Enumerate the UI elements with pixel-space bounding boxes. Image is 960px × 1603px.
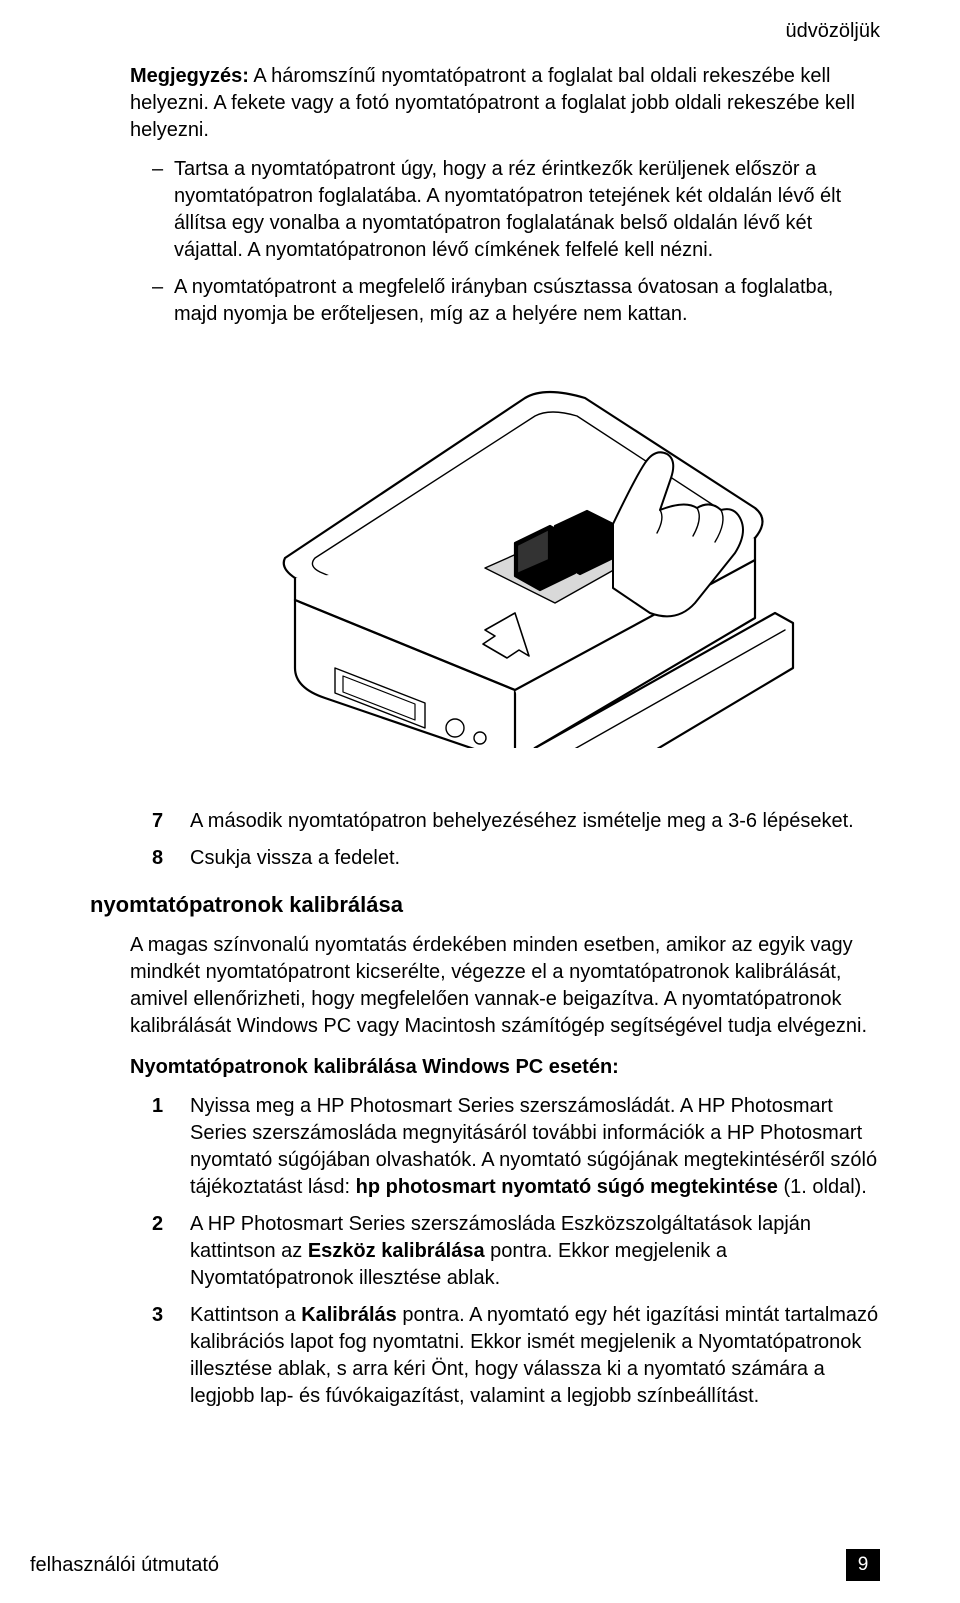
list-item: 3 Kattintson a Kalibrálás pontra. A nyom… bbox=[152, 1302, 880, 1410]
step-text: Kattintson a Kalibrálás pontra. A nyomta… bbox=[190, 1302, 880, 1410]
step-number: 7 bbox=[152, 808, 190, 835]
numbered-list-a: 7 A második nyomtatópatron behelyezéséhe… bbox=[130, 808, 880, 872]
note-block: Megjegyzés: A háromszínű nyomtatópatront… bbox=[130, 63, 880, 144]
page-footer: felhasználói útmutató 9 bbox=[30, 1549, 880, 1581]
list-item: 2 A HP Photosmart Series szerszámosláda … bbox=[152, 1211, 880, 1292]
step-text: Csukja vissza a fedelet. bbox=[190, 845, 880, 872]
step-text: A HP Photosmart Series szerszámosláda Es… bbox=[190, 1211, 880, 1292]
step-number: 8 bbox=[152, 845, 190, 872]
list-item: 7 A második nyomtatópatron behelyezéséhe… bbox=[152, 808, 880, 835]
numbered-list-b: 1 Nyissa meg a HP Photosmart Series szer… bbox=[130, 1093, 880, 1410]
step-text: Nyissa meg a HP Photosmart Series szersz… bbox=[190, 1093, 880, 1201]
step-number: 2 bbox=[152, 1211, 190, 1292]
dash-item-text: Tartsa a nyomtatópatront úgy, hogy a réz… bbox=[174, 158, 841, 261]
dash-item: Tartsa a nyomtatópatront úgy, hogy a réz… bbox=[152, 156, 880, 264]
section-heading: nyomtatópatronok kalibrálása bbox=[90, 890, 880, 920]
body-paragraph: A magas színvonalú nyomtatás érdekében m… bbox=[130, 932, 880, 1040]
printer-illustration bbox=[130, 368, 880, 748]
footer-label: felhasználói útmutató bbox=[30, 1552, 219, 1579]
dash-item: A nyomtatópatront a megfelelő irányban c… bbox=[152, 274, 880, 328]
note-label: Megjegyzés: bbox=[130, 65, 249, 87]
dash-item-text: A nyomtatópatront a megfelelő irányban c… bbox=[174, 276, 833, 325]
sub-heading: Nyomtatópatronok kalibrálása Windows PC … bbox=[130, 1054, 880, 1081]
dash-list: Tartsa a nyomtatópatront úgy, hogy a réz… bbox=[130, 156, 880, 328]
list-item: 8 Csukja vissza a fedelet. bbox=[152, 845, 880, 872]
page-number: 9 bbox=[846, 1549, 880, 1581]
step-number: 1 bbox=[152, 1093, 190, 1201]
step-number: 3 bbox=[152, 1302, 190, 1410]
list-item: 1 Nyissa meg a HP Photosmart Series szer… bbox=[152, 1093, 880, 1201]
step-text: A második nyomtatópatron behelyezéséhez … bbox=[190, 808, 880, 835]
header-section-label: üdvözöljük bbox=[130, 18, 880, 45]
document-page: üdvözöljük Megjegyzés: A háromszínű nyom… bbox=[0, 0, 960, 1603]
